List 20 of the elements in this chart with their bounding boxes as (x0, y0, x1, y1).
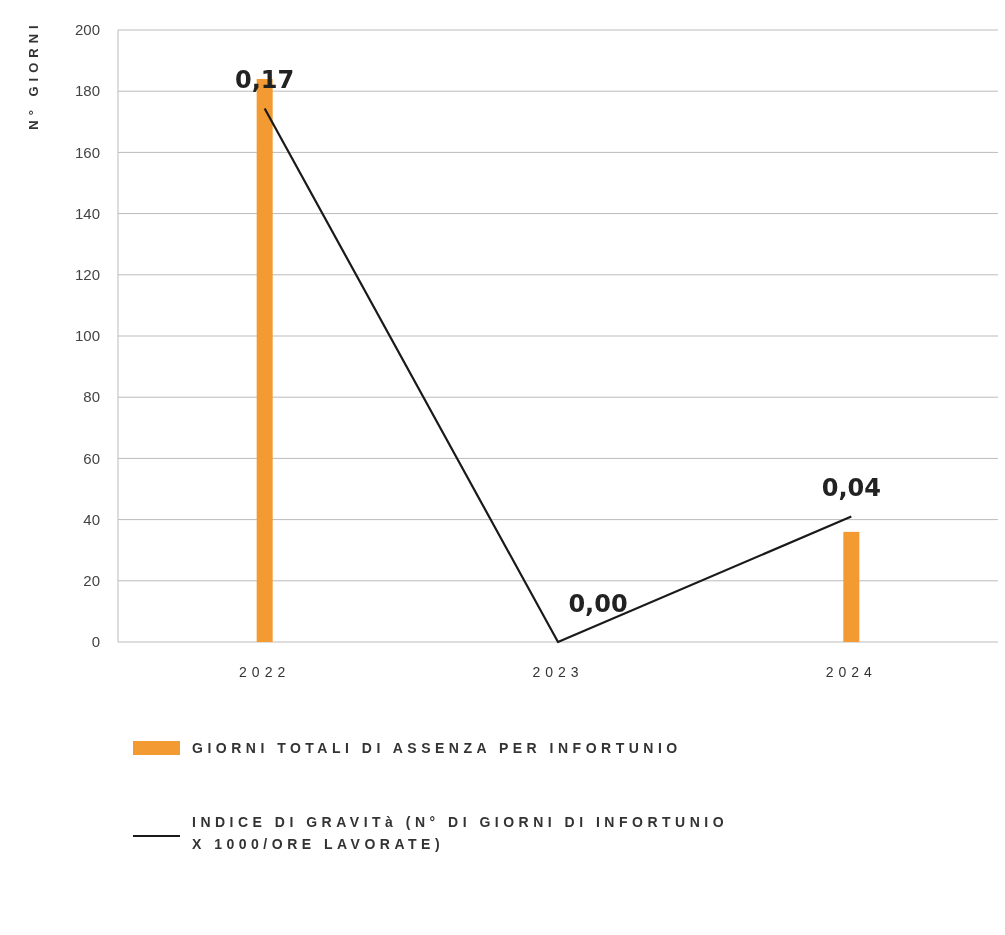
y-axis-title: N° GIORNI (26, 20, 41, 130)
y-tick-label: 180 (74, 82, 100, 100)
y-tick-label: 100 (74, 327, 100, 345)
y-tick-label: 140 (74, 204, 100, 222)
y-tick-label: 20 (83, 572, 100, 590)
data-label: 0,17 (235, 66, 295, 95)
y-tick-label: 60 (83, 449, 100, 467)
y-tick-label: 80 (83, 388, 100, 406)
y-tick-label: 120 (74, 266, 100, 284)
x-tick-label: 2022 (239, 663, 291, 680)
y-tick-label: 0 (91, 633, 100, 651)
y-tick-label: 160 (74, 143, 100, 161)
x-tick-label: 2023 (532, 663, 584, 680)
y-tick-label: 40 (83, 510, 100, 528)
data-label: 0,04 (821, 474, 881, 503)
data-label: 0,00 (568, 590, 628, 618)
legend-label: INDICE DI GRAVITà (N° DI GIORNI DI INFORTUNIO X 1000/ORE LAVORATE) (192, 813, 729, 853)
legend-label: GIORNI TOTALI DI ASSENZA PER INFORTUNIO (192, 739, 682, 756)
x-tick-label: 2024 (825, 663, 877, 680)
y-tick-label: 200 (74, 21, 100, 39)
